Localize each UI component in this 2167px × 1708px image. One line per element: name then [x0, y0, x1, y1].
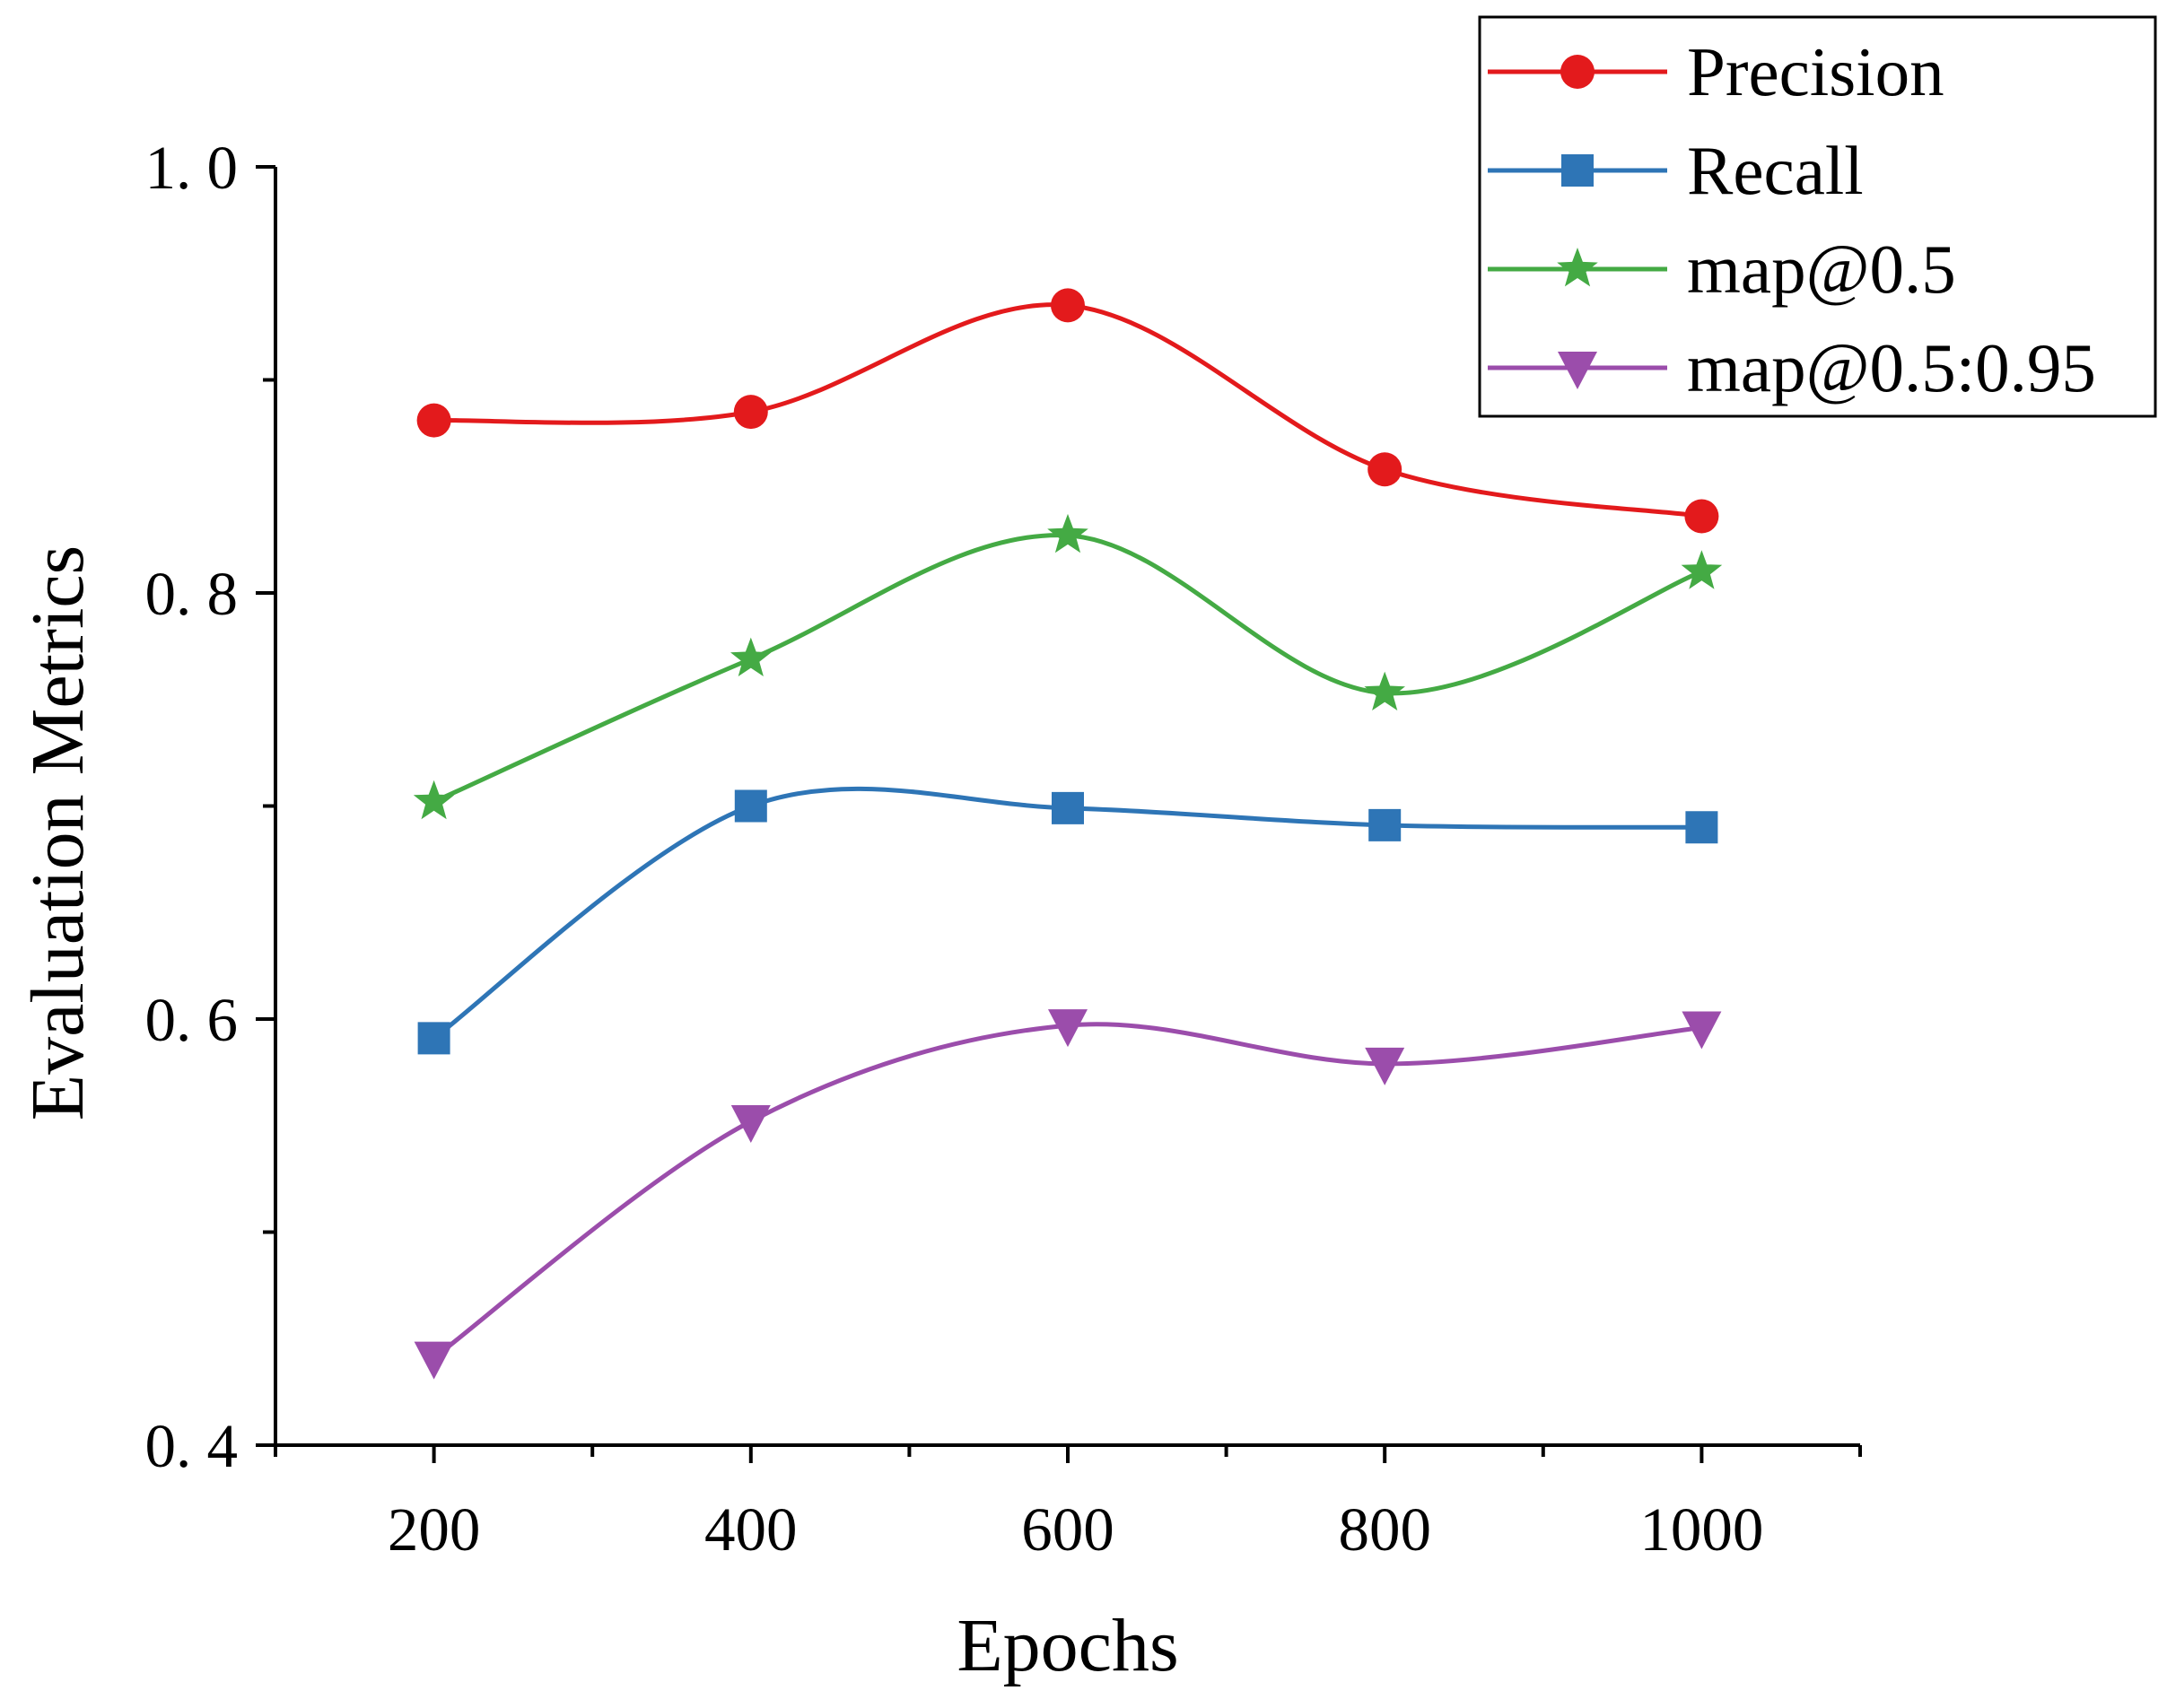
series-recall: [417, 786, 1718, 1055]
data-point: [417, 1022, 450, 1055]
series-line: [433, 533, 1703, 805]
legend-marker: [1558, 352, 1597, 389]
data-point: [1052, 791, 1084, 824]
legend-marker: [1561, 154, 1594, 187]
y-tick-label: 0. 8: [145, 560, 239, 628]
series-line: [433, 1022, 1702, 1360]
series-layer: [413, 288, 1723, 1380]
x-tick-label: 1000: [1639, 1495, 1763, 1564]
data-point: [734, 789, 767, 823]
y-tick-label: 0. 6: [145, 986, 239, 1054]
data-point: [730, 637, 772, 676]
series-precision: [416, 288, 1719, 534]
series-line: [433, 786, 1702, 1041]
data-point: [733, 395, 768, 430]
y-axis-title: Evaluation Metrics: [16, 545, 100, 1120]
data-point: [730, 1105, 771, 1143]
legend-label: map@0.5:0.95: [1687, 329, 2096, 406]
x-axis-title: Epochs: [957, 1604, 1178, 1687]
data-point: [1364, 671, 1405, 710]
series-map-0-5-0-95: [414, 1009, 1722, 1380]
x-tick-label: 600: [1021, 1495, 1114, 1564]
data-point: [413, 780, 455, 820]
data-point: [416, 403, 451, 438]
y-tick-label: 0. 4: [145, 1412, 239, 1480]
legend-label: Precision: [1687, 33, 1944, 110]
data-point: [1047, 513, 1088, 553]
axes: 200 400 600 800 1000 0. 4 0. 6 0. 8 1. 0: [145, 134, 1862, 1564]
y-tick-label: 1. 0: [145, 134, 239, 202]
legend-label: map@0.5: [1687, 231, 1956, 308]
data-point: [414, 1341, 454, 1380]
data-point: [1368, 808, 1402, 841]
legend-label: Recall: [1687, 132, 1864, 209]
x-tick-label: 400: [704, 1495, 798, 1564]
data-point: [1048, 1009, 1088, 1048]
series-map-0-5: [413, 513, 1723, 820]
data-point: [1051, 288, 1085, 323]
x-tick-label: 200: [388, 1495, 481, 1564]
legend-marker: [1560, 55, 1595, 89]
data-point: [1685, 811, 1718, 844]
data-point: [1367, 452, 1402, 487]
data-point: [1682, 1011, 1722, 1050]
data-point: [1681, 550, 1723, 589]
legend: Precision Recall map@0.5 map@0.5:0.95: [1478, 15, 2157, 418]
data-point: [1684, 499, 1719, 534]
x-tick-label: 800: [1338, 1495, 1431, 1564]
legend-box: [1478, 15, 2157, 418]
data-point: [1365, 1047, 1405, 1085]
legend-marker: [1557, 248, 1598, 287]
